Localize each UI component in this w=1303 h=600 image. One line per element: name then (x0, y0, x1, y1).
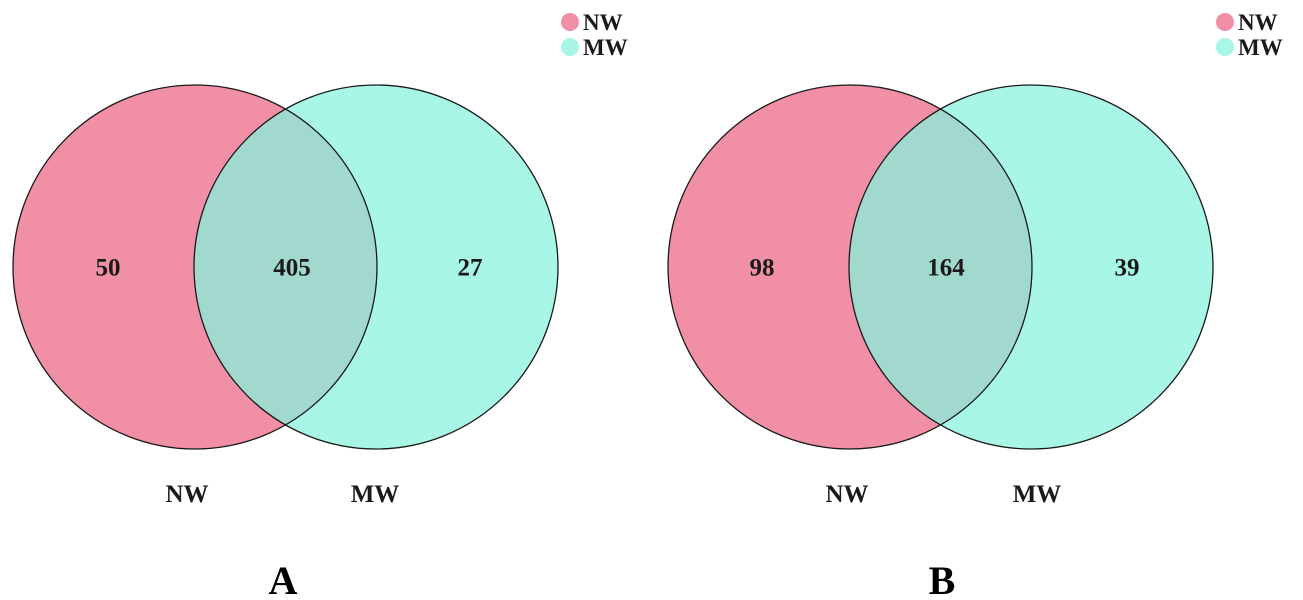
set-label-nw-b: NW (825, 481, 868, 508)
set-label-mw-b: MW (1013, 481, 1062, 508)
mw-outline-b (848, 84, 1214, 450)
count-overlap-a: 405 (273, 255, 311, 282)
panel-label-b: B (929, 558, 956, 600)
panel-label-a: A (269, 558, 298, 600)
legend-mw-label-a: MW (583, 35, 628, 60)
legend-mw-swatch-b (1216, 38, 1234, 56)
mw-outline-a (193, 84, 559, 450)
overlap-region-a (194, 85, 377, 449)
legend-nw-swatch-a (561, 13, 579, 31)
legend-a: NW MW (561, 10, 628, 60)
nw-outline-a (12, 84, 378, 450)
overlap-region-b (849, 85, 1032, 449)
count-mw-only-b: 39 (1115, 255, 1140, 282)
legend-mw-swatch-a (561, 38, 579, 56)
legend-nw-swatch-b (1216, 13, 1234, 31)
count-nw-only-a: 50 (96, 255, 121, 282)
count-overlap-b: 164 (927, 255, 965, 282)
venn-panel-a: 50 405 27 NW MW NW MW A (12, 10, 628, 600)
set-label-mw-a: MW (351, 481, 400, 508)
legend-nw-label-b: NW (1238, 10, 1278, 35)
count-mw-only-a: 27 (458, 255, 483, 282)
legend-nw-label-a: NW (583, 10, 623, 35)
count-nw-only-b: 98 (750, 255, 775, 282)
set-label-nw-a: NW (165, 481, 208, 508)
nw-outline-b (667, 84, 1033, 450)
legend-b: NW MW (1216, 10, 1283, 60)
venn-panel-b: 98 164 39 NW MW NW MW B (667, 10, 1283, 600)
legend-mw-label-b: MW (1238, 35, 1283, 60)
